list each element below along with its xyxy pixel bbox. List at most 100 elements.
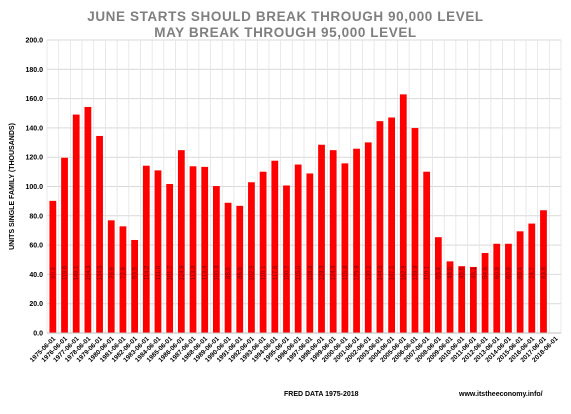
bar <box>49 200 57 333</box>
y-tick-label: 120.0 <box>25 155 43 162</box>
bar <box>329 150 337 333</box>
bar <box>61 157 68 333</box>
data-label: 83.8 <box>541 267 547 279</box>
bar <box>388 117 396 333</box>
bar <box>399 94 407 333</box>
data-label: 119.6 <box>63 265 69 280</box>
y-tick-label: 100.0 <box>25 184 43 191</box>
data-label: 54.6 <box>483 267 489 279</box>
data-label: 110.1 <box>425 265 431 280</box>
data-label: 48.9 <box>448 267 454 279</box>
y-tick-label: 200.0 <box>25 38 43 45</box>
y-tick-label: 60.0 <box>29 243 43 250</box>
data-label: 125.8 <box>355 265 361 281</box>
bar <box>458 266 466 333</box>
bar <box>224 202 232 333</box>
bar <box>236 205 244 333</box>
bar <box>434 237 442 333</box>
chart-subtitle: MAY BREAK THROUGH 95,000 LEVEL <box>154 25 417 40</box>
data-label: 113.8 <box>191 265 197 280</box>
y-axis-label: UNITS SINGLE FAMILY (THOUSANDS) <box>9 123 16 250</box>
bar <box>481 253 489 333</box>
data-label: 69.4 <box>518 267 524 279</box>
bar <box>294 164 302 333</box>
data-label: 111.0 <box>156 265 162 280</box>
bar <box>271 160 279 333</box>
data-label: 108.9 <box>308 265 314 281</box>
bar <box>306 173 314 333</box>
data-label: 63.5 <box>133 267 139 279</box>
bar <box>177 150 185 333</box>
bar <box>376 121 384 333</box>
bar <box>84 106 92 333</box>
y-tick-label: 80.0 <box>29 213 43 220</box>
data-label: 162.9 <box>401 265 407 281</box>
y-tick-label: 140.0 <box>25 125 43 132</box>
y-tick-label: 20.0 <box>29 301 43 308</box>
data-label: 102.9 <box>249 265 255 281</box>
bar <box>469 266 477 333</box>
data-label: 60.9 <box>495 267 501 279</box>
bar <box>411 128 419 333</box>
source-note: FRED DATA 1975-2018 <box>284 391 359 398</box>
bar <box>201 166 209 333</box>
bar <box>154 170 162 333</box>
data-label: 100.3 <box>214 265 220 281</box>
data-label: 88.9 <box>226 267 232 279</box>
bar <box>72 114 80 333</box>
data-label: 124.8 <box>179 265 185 281</box>
data-label: 115.8 <box>343 265 349 280</box>
data-label: 45.1 <box>471 267 477 279</box>
bar <box>166 184 174 333</box>
bar <box>259 171 267 333</box>
data-label: 147.1 <box>390 265 396 281</box>
data-label: 110.1 <box>261 265 267 280</box>
y-tick-label: 0.0 <box>33 331 43 338</box>
data-label: 45.6 <box>460 267 466 279</box>
data-label: 124.8 <box>331 265 337 281</box>
data-label: 139.9 <box>413 265 419 281</box>
bar <box>364 142 372 333</box>
bar <box>131 239 139 333</box>
data-label: 154.3 <box>86 265 92 281</box>
data-label: 86.8 <box>238 267 244 279</box>
data-label: 76.9 <box>109 267 115 279</box>
bar <box>446 261 454 333</box>
y-tick-label: 180.0 <box>25 67 43 74</box>
bar <box>493 243 501 333</box>
bar <box>142 165 150 333</box>
data-label: 130.1 <box>366 265 372 281</box>
data-label: 117.6 <box>273 265 279 280</box>
bar <box>528 223 536 333</box>
data-label: 60.9 <box>506 267 512 279</box>
y-tick-label: 40.0 <box>29 272 43 279</box>
bar <box>505 243 512 333</box>
bar <box>212 186 220 333</box>
website-url: www.itstheeconomy.info/ <box>459 391 543 398</box>
data-label: 113.4 <box>203 265 209 280</box>
bar <box>96 135 103 333</box>
data-label: 72.8 <box>121 267 127 279</box>
bar <box>353 148 360 333</box>
data-label: 65.4 <box>436 267 442 279</box>
bar <box>189 166 197 333</box>
data-label: 101.7 <box>168 265 174 281</box>
data-label: 90.2 <box>51 267 57 279</box>
bar <box>341 163 349 333</box>
data-label: 100.7 <box>284 265 290 281</box>
data-label: 128.5 <box>320 265 326 281</box>
bar <box>540 210 547 333</box>
bar <box>107 220 115 333</box>
bar <box>318 144 325 333</box>
bar <box>248 182 255 333</box>
data-label: 134.5 <box>98 265 104 281</box>
bar <box>283 185 290 333</box>
bar <box>119 226 127 333</box>
data-label: 144.6 <box>378 265 384 281</box>
data-label: 149.1 <box>74 265 80 281</box>
data-label: 114.2 <box>144 265 150 280</box>
bar <box>516 231 524 333</box>
bar <box>423 171 431 333</box>
chart-title: JUNE STARTS SHOULD BREAK THROUGH 90,000 … <box>87 9 484 24</box>
